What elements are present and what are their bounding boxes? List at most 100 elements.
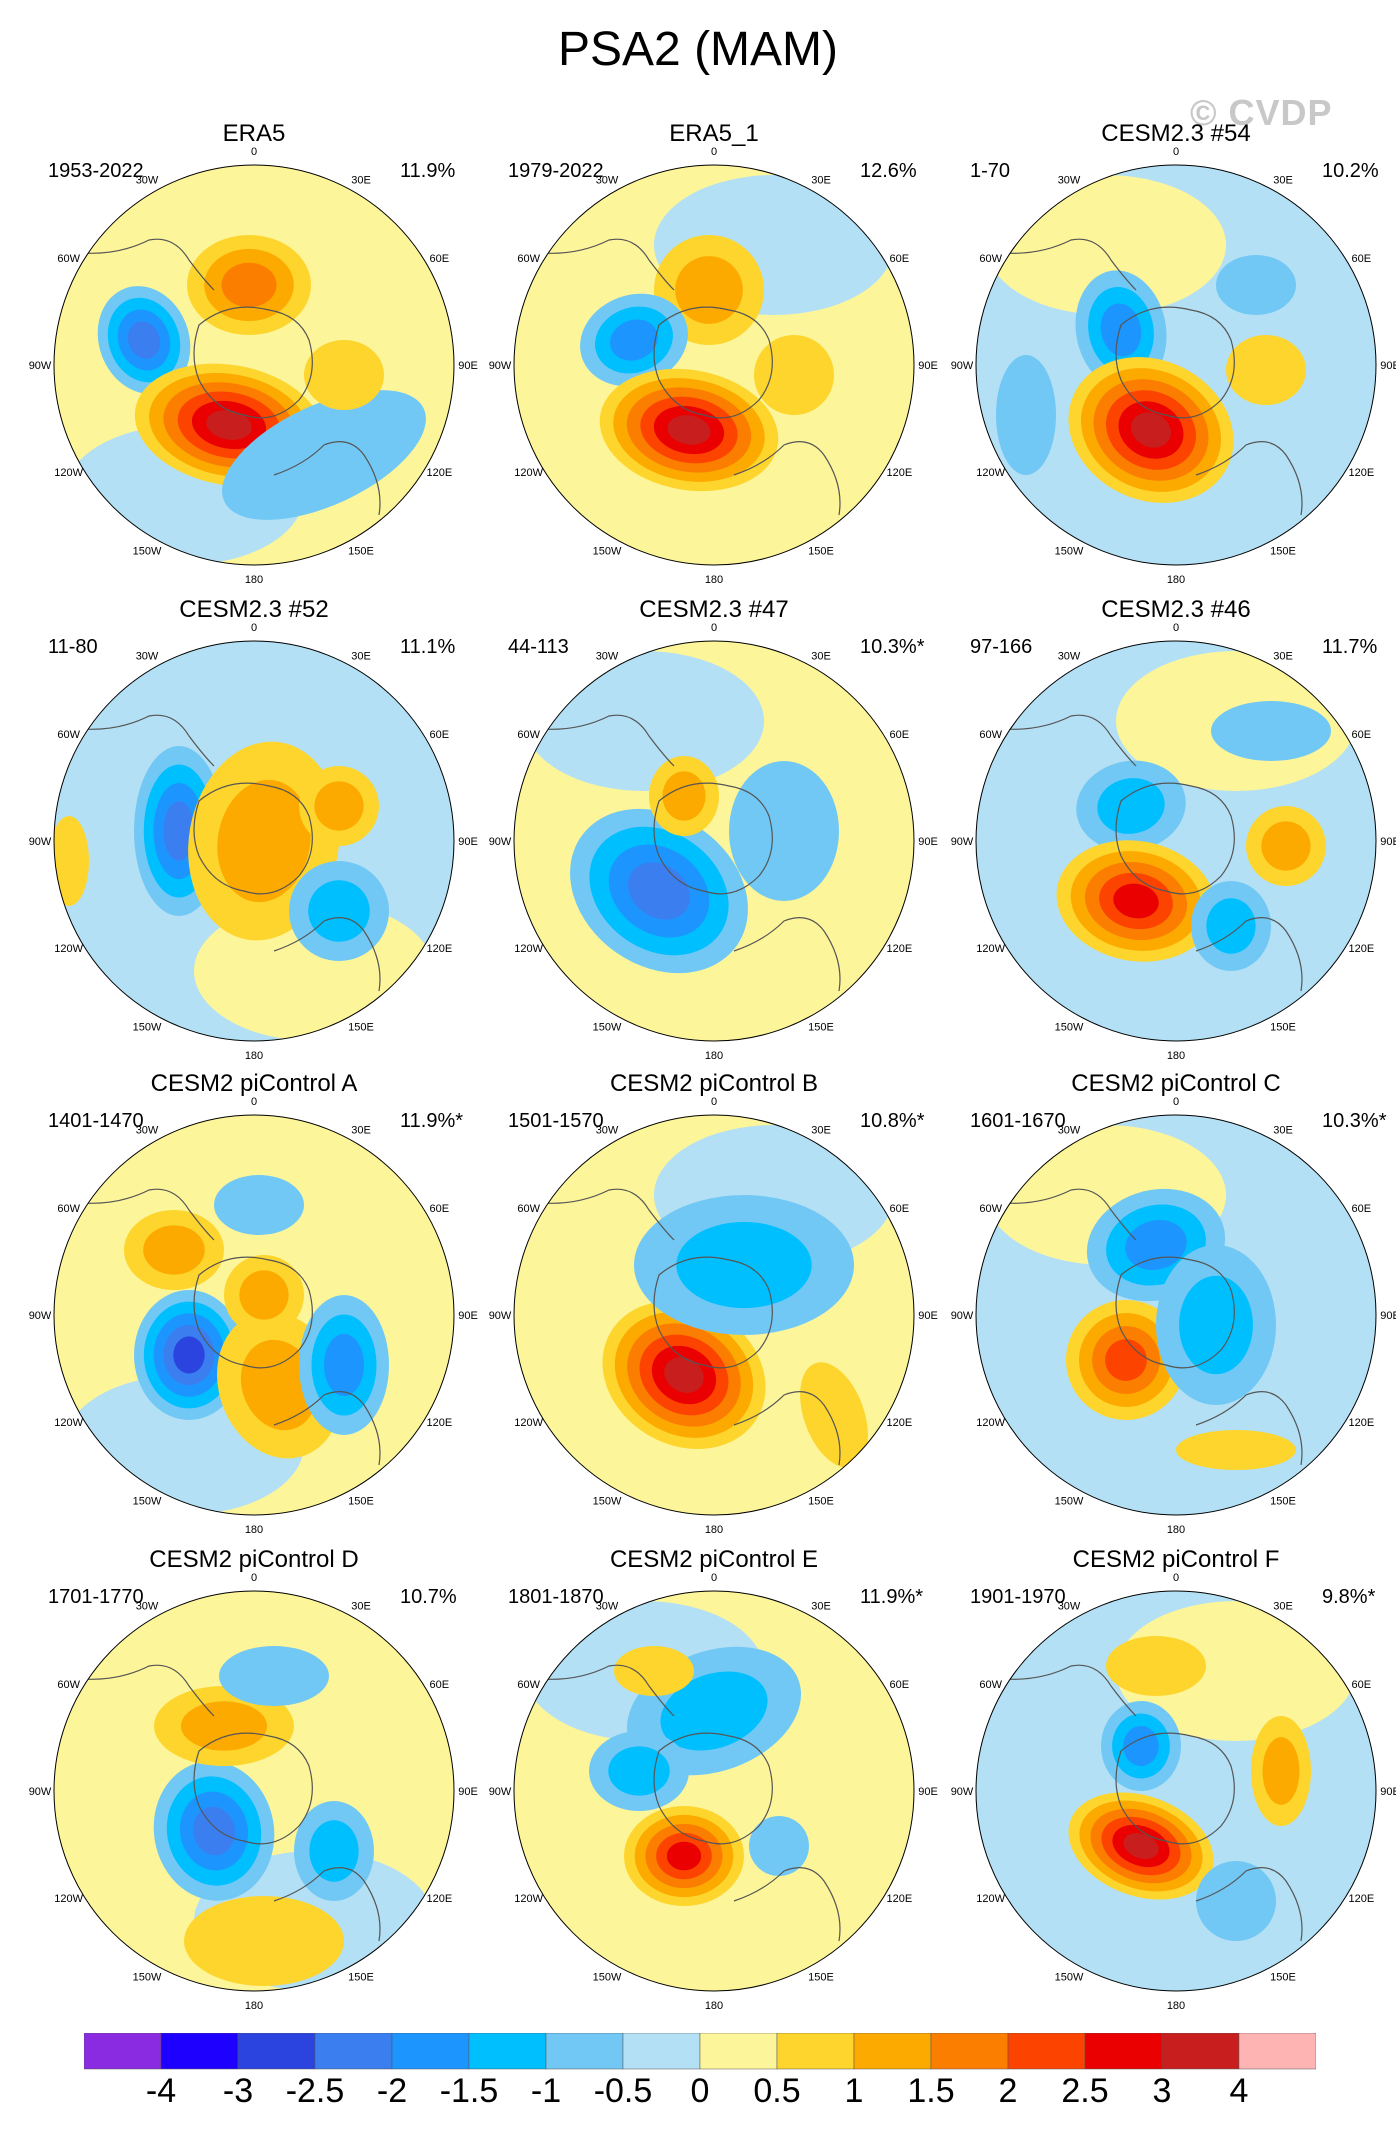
longitude-label: 120E	[426, 1417, 452, 1429]
coastlines	[980, 714, 1303, 992]
panel-title: CESM2 piControl A	[150, 1070, 358, 1097]
panel-years: 44-113	[508, 636, 569, 658]
positive-anomaly	[754, 335, 834, 415]
panel-title: CESM2.3 #52	[179, 596, 329, 623]
longitude-label: 90E	[1380, 360, 1396, 372]
colorbar-swatch	[160, 2033, 239, 2070]
longitude-label: 60E	[430, 729, 450, 741]
coastlines	[518, 1188, 841, 1466]
longitude-label: 90W	[489, 360, 512, 372]
longitude-label: 30E	[351, 1125, 371, 1137]
longitude-label: 60E	[890, 729, 910, 741]
longitude-label: 150W	[593, 545, 622, 557]
longitude-label: 60W	[979, 729, 1002, 741]
longitude-label: 150W	[1055, 1971, 1084, 1983]
longitude-label: 150E	[348, 1021, 374, 1033]
panel-years: 1401-1470	[48, 1110, 144, 1132]
negative-anomaly	[163, 801, 195, 861]
anomaly-region	[1116, 1601, 1356, 1741]
longitude-label: 30W	[136, 1125, 159, 1137]
longitude-label: 120E	[886, 1417, 912, 1429]
coastlines	[980, 1664, 1303, 1942]
longitude-label: 180	[245, 1524, 263, 1536]
colorbar-tick-label: 4	[1229, 2072, 1249, 2110]
longitude-label: 180	[705, 1524, 723, 1536]
map-panel: 0 30E 60E 90E 120E 150E 180 150W 120W 90W 60W 30W CE…	[951, 120, 1396, 600]
negative-anomaly	[1216, 255, 1296, 315]
colorbar-swatch	[391, 2033, 470, 2070]
longitude-label: 60E	[430, 1203, 450, 1215]
polar-map: 0 30E 60E 90E 120E 150E 180 150W 120W 90W 60W 30W	[29, 1096, 478, 1536]
longitude-label: 0	[251, 1572, 257, 1584]
polar-map: 0 30E 60E 90E 120E 150E 180 150W 120W 90W 60W 30W	[489, 1096, 938, 1536]
negative-anomaly	[676, 1221, 812, 1309]
panel-years: 1801-1870	[508, 1586, 604, 1608]
longitude-label: 30E	[351, 175, 371, 187]
panel-title: CESM2 piControl B	[609, 1070, 819, 1097]
panel-title: ERA5_1	[669, 120, 759, 147]
colorbar-tick-label: 1.5	[907, 2072, 955, 2110]
longitude-label: 30E	[1273, 651, 1293, 663]
panel-title: CESM2 piControl E	[609, 1546, 819, 1573]
colorbar-swatch	[930, 2033, 1009, 2070]
longitude-label: 30W	[1058, 1125, 1081, 1137]
longitude-label: 60W	[517, 1679, 540, 1691]
colorbar-swatch	[853, 2033, 932, 2070]
longitude-label: 0	[711, 1096, 717, 1108]
negative-anomaly	[608, 1746, 670, 1796]
longitude-label: 90W	[951, 1786, 974, 1798]
map-panel: 0 30E 60E 90E 120E 150E 180 150W 120W 90W 60W 30W CE…	[489, 1546, 938, 2026]
colorbar-swatch	[776, 2033, 855, 2070]
negative-anomaly	[308, 880, 370, 942]
longitude-label: 150W	[593, 1495, 622, 1507]
positive-anomaly	[240, 1339, 318, 1431]
longitude-label: 150E	[348, 545, 374, 557]
positive-anomaly	[221, 262, 277, 308]
map-panel: 0 30E 60E 90E 120E 150E 180 150W 120W 90W 60W 30W ER…	[489, 120, 938, 600]
longitude-label: 120W	[54, 943, 83, 955]
positive-anomaly	[675, 256, 743, 324]
longitude-label: 60E	[1352, 729, 1372, 741]
panel-variance-pct: 10.3%*	[1322, 1110, 1387, 1132]
map-panel: 0 30E 60E 90E 120E 150E 180 150W 120W 90W 60W 30W CE…	[489, 1070, 938, 1550]
longitude-label: 0	[711, 1572, 717, 1584]
panel-title: CESM2 piControl D	[149, 1546, 359, 1573]
colorbar-tick-label: 2	[998, 2072, 1018, 2110]
longitude-label: 60E	[430, 1679, 450, 1691]
longitude-label: 30E	[1273, 1125, 1293, 1137]
longitude-label: 120E	[886, 1893, 912, 1905]
map-panel: 0 30E 60E 90E 120E 150E 180 150W 120W 90W 60W 30W CE…	[29, 1546, 478, 2026]
longitude-label: 180	[705, 574, 723, 586]
positive-anomaly	[217, 779, 311, 903]
longitude-label: 90E	[918, 1310, 938, 1322]
panel-years: 1601-1670	[970, 1110, 1066, 1132]
coastlines	[58, 1188, 381, 1466]
longitude-label: 30W	[596, 651, 619, 663]
longitude-label: 90W	[951, 1310, 974, 1322]
longitude-label: 180	[705, 1050, 723, 1062]
colorbar-swatch	[699, 2033, 778, 2070]
longitude-label: 90E	[1380, 1786, 1396, 1798]
longitude-label: 180	[245, 574, 263, 586]
colorbar-swatch	[1007, 2033, 1086, 2070]
negative-anomaly	[729, 761, 839, 901]
positive-anomaly	[1130, 412, 1172, 448]
longitude-label: 150E	[808, 1021, 834, 1033]
positive-anomaly	[1105, 1339, 1147, 1381]
cvdp-watermark: © CVDP	[1190, 92, 1333, 133]
longitude-label: 0	[1173, 1096, 1179, 1108]
positive-anomaly	[662, 771, 706, 821]
map-panel: 0 30E 60E 90E 120E 150E 180 150W 120W 90W 60W 30W CE…	[29, 596, 478, 1076]
longitude-label: 0	[1173, 1572, 1179, 1584]
longitude-label: 60W	[979, 1679, 1002, 1691]
panel-variance-pct: 11.9%	[400, 160, 456, 182]
longitude-label: 120E	[886, 943, 912, 955]
longitude-label: 30E	[1273, 175, 1293, 187]
longitude-label: 150E	[1270, 545, 1296, 557]
longitude-label: 150E	[1270, 1021, 1296, 1033]
panel-years: 1701-1770	[48, 1586, 144, 1608]
positive-anomaly	[143, 1225, 205, 1275]
colorbar-tick-label: -3	[222, 2072, 254, 2110]
panel-title: CESM2 piControl C	[1071, 1070, 1281, 1097]
panel-variance-pct: 11.9%*	[400, 1110, 464, 1132]
